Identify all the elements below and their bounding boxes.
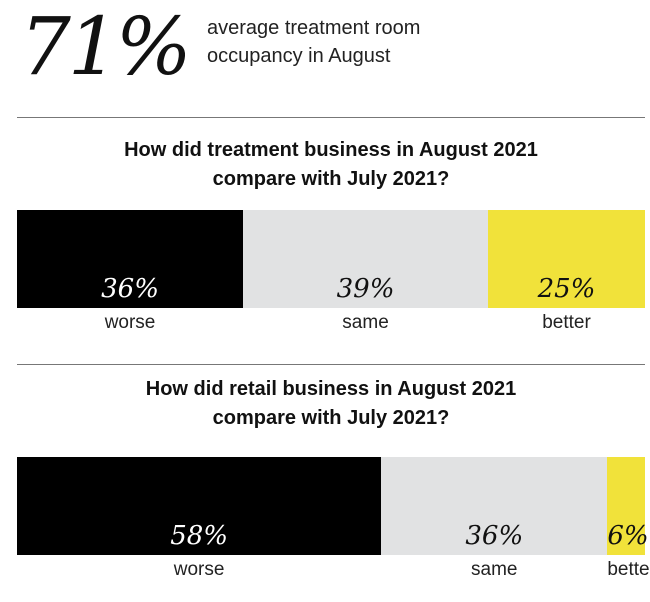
category-label-worse: worse [104, 312, 156, 333]
chart-1-stacked-bar: 36% worse 39% same 25% better [17, 210, 645, 333]
chart-2-stacked-bar: 58% worse 36% same 6% better [17, 457, 650, 580]
category-label-better: better [542, 312, 591, 333]
headline-description-line-2: occupancy in August [207, 45, 391, 67]
chart-2-title-line-2: compare with July 2021? [212, 407, 450, 429]
chart-1-title-line-1: How did treatment business in August 202… [124, 139, 538, 161]
bar-segment-better: 25% better [487, 210, 645, 333]
category-label-same: same [342, 312, 389, 333]
value-label-same: 36% [465, 521, 524, 551]
value-label-worse: 58% [170, 521, 229, 551]
divider-middle [17, 364, 645, 365]
value-label-same: 39% [336, 274, 395, 304]
category-label-worse: worse [173, 559, 225, 580]
bar-segment-same: 36% same [381, 457, 608, 580]
category-label-same: same [471, 559, 518, 580]
bar-segment-better: 6% better [607, 457, 650, 580]
category-label-better: better [607, 559, 650, 580]
divider-top [17, 117, 645, 118]
value-label-better: 25% [537, 274, 596, 304]
bar-segment-worse: 58% worse [17, 457, 382, 580]
value-label-better: 6% [607, 521, 649, 551]
chart-2-title: How did retail business in August 2021 c… [17, 375, 645, 433]
chart-2-title-line-1: How did retail business in August 2021 [145, 378, 517, 400]
bar-segment-same: 39% same [243, 210, 488, 333]
value-label-worse: 36% [101, 274, 159, 304]
chart-1-title-line-2: compare with July 2021? [212, 168, 450, 190]
headline-description-line-1: average treatment room [207, 17, 421, 39]
chart-1-title: How did treatment business in August 202… [17, 136, 645, 194]
bar-segment-worse: 36% worse [17, 210, 244, 333]
headline-description: average treatment room occupancy in Augu… [207, 14, 507, 70]
headline-stat: 71% [20, 0, 192, 93]
